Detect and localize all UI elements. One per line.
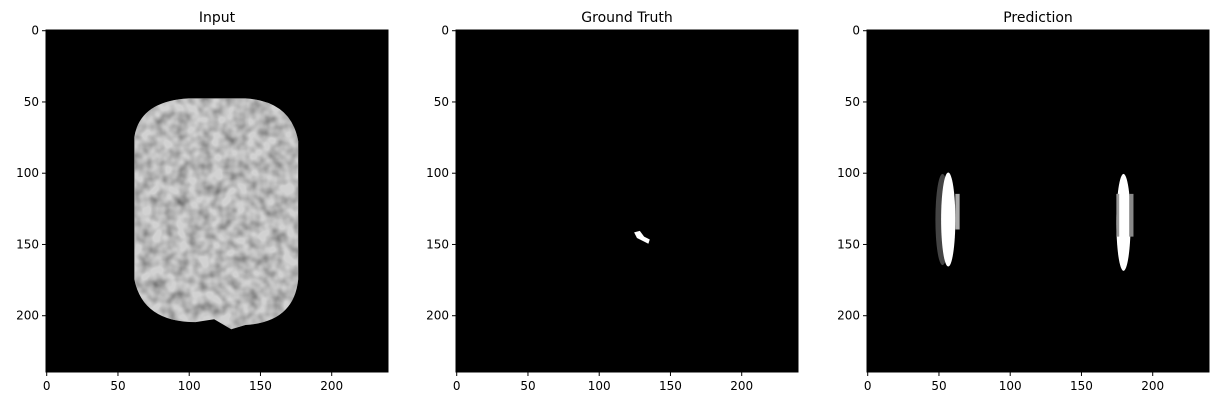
y-tick-label: 200 bbox=[837, 309, 860, 323]
axes-frame bbox=[45, 29, 389, 373]
panel-title: Ground Truth bbox=[581, 10, 672, 26]
y-tick-label: 150 bbox=[426, 237, 449, 251]
y-tick-label: 150 bbox=[16, 237, 39, 251]
y-tick-label: 0 bbox=[441, 24, 449, 38]
y-tick-label: 200 bbox=[16, 309, 39, 323]
input-image bbox=[46, 30, 388, 372]
panel-title: Input bbox=[199, 10, 236, 26]
x-tick-label: 100 bbox=[999, 379, 1022, 393]
prediction-image bbox=[867, 30, 1209, 372]
panel-title: Prediction bbox=[1003, 10, 1073, 26]
x-tick-label: 100 bbox=[178, 379, 201, 393]
x-tick-label: 150 bbox=[659, 379, 682, 393]
y-tick-label: 50 bbox=[24, 95, 39, 109]
x-tick-label: 200 bbox=[1141, 379, 1164, 393]
y-tick-label: 50 bbox=[845, 95, 860, 109]
y-tick-label: 0 bbox=[852, 24, 860, 38]
y-tick-label: 50 bbox=[434, 95, 449, 109]
x-tick-label: 150 bbox=[249, 379, 272, 393]
x-tick-label: 200 bbox=[320, 379, 343, 393]
x-tick-label: 50 bbox=[520, 379, 535, 393]
x-tick-label: 0 bbox=[864, 379, 872, 393]
y-tick-label: 100 bbox=[837, 166, 860, 180]
y-tick-label: 100 bbox=[426, 166, 449, 180]
y-tick-label: 0 bbox=[31, 24, 39, 38]
x-tick-label: 100 bbox=[588, 379, 611, 393]
x-tick-label: 150 bbox=[1070, 379, 1093, 393]
x-tick-label: 0 bbox=[453, 379, 461, 393]
x-tick-label: 200 bbox=[730, 379, 753, 393]
x-tick-label: 50 bbox=[931, 379, 946, 393]
ground-truth-image bbox=[456, 30, 798, 372]
axes-frame bbox=[455, 29, 799, 373]
axes-frame bbox=[866, 29, 1210, 373]
y-tick-label: 200 bbox=[426, 309, 449, 323]
y-tick-label: 150 bbox=[837, 237, 860, 251]
x-tick-label: 0 bbox=[43, 379, 51, 393]
y-tick-label: 100 bbox=[16, 166, 39, 180]
x-tick-label: 50 bbox=[110, 379, 125, 393]
